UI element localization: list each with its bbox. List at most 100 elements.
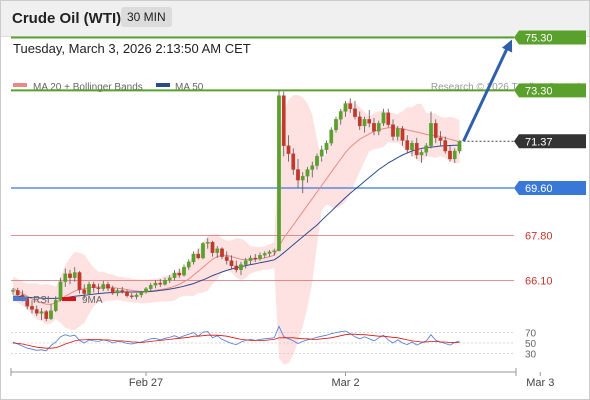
candle	[182, 264, 186, 277]
candle	[343, 100, 348, 117]
candle	[49, 304, 53, 320]
rsi-legend-label: RSI	[33, 295, 50, 306]
candle	[234, 260, 239, 273]
price-levels	[11, 36, 514, 281]
candle	[353, 100, 357, 120]
rsi-legend-swatch	[13, 297, 27, 301]
candle	[386, 108, 391, 128]
svg-text:75.30: 75.30	[525, 33, 553, 45]
candle	[391, 119, 395, 141]
candle	[53, 296, 58, 313]
candle	[433, 119, 438, 144]
candle	[144, 287, 148, 294]
candle	[87, 281, 91, 295]
candle	[125, 289, 129, 298]
candle	[457, 140, 462, 154]
timeframe-button[interactable]: 30 MIN	[121, 7, 172, 27]
candle	[44, 309, 49, 322]
candle	[372, 118, 376, 136]
candlesticks	[11, 90, 462, 322]
candle	[77, 271, 82, 294]
rsi-ma-legend-swatch	[62, 297, 76, 301]
candle	[134, 293, 139, 300]
candle	[163, 277, 167, 286]
candle	[96, 283, 101, 294]
candle	[300, 172, 305, 194]
price-label-target: 73.30	[514, 83, 586, 98]
candle	[262, 251, 267, 258]
candle	[186, 259, 191, 270]
candle	[72, 267, 77, 282]
candle	[315, 153, 319, 170]
candle	[253, 254, 258, 262]
candle	[82, 284, 87, 299]
candle	[258, 252, 262, 261]
time-tick-label: Feb 27	[129, 377, 163, 389]
svg-text:71.37: 71.37	[525, 136, 553, 148]
candle	[376, 120, 381, 136]
candle	[191, 251, 196, 265]
candle	[400, 125, 405, 146]
candle	[224, 251, 229, 265]
forecast-arrow	[462, 39, 513, 142]
candle	[324, 140, 329, 154]
candle	[239, 261, 243, 276]
candle	[338, 108, 343, 125]
candle	[34, 305, 39, 317]
candle	[424, 143, 429, 157]
candle	[329, 127, 334, 146]
forecast-arrow-shaft	[462, 45, 510, 142]
svg-text:73.30: 73.30	[525, 85, 553, 97]
candle	[205, 238, 210, 249]
rsi-level-label: 70	[525, 329, 537, 340]
candle	[15, 287, 20, 297]
candle	[296, 158, 300, 188]
rsi-level-label: 30	[525, 349, 537, 360]
candle	[167, 275, 172, 284]
candle	[438, 131, 443, 146]
candle	[148, 283, 153, 291]
price-axis-labels: 75.30 73.30 71.37 69.60 67.80 66.10	[514, 30, 586, 287]
candle	[348, 98, 353, 113]
candle	[158, 279, 163, 287]
candle	[68, 269, 72, 285]
candle	[172, 269, 177, 281]
candle	[215, 246, 220, 258]
candle	[91, 281, 96, 293]
svg-text:69.60: 69.60	[525, 183, 553, 195]
candle	[177, 268, 182, 278]
candle	[334, 116, 338, 133]
bollinger-band	[13, 95, 460, 365]
price-label-last: 71.37	[514, 134, 586, 149]
forecast-arrow-head	[501, 39, 513, 53]
candle	[443, 136, 448, 154]
candle	[243, 257, 248, 269]
time-tick-label: Mar 3	[526, 377, 554, 389]
ma20-legend-label: MA 20 + Bollinger Bands	[33, 82, 143, 93]
candle	[25, 297, 30, 310]
time-axis: Feb 27 Mar 2 Mar 3	[10, 368, 554, 389]
candle	[414, 137, 419, 159]
candle	[381, 108, 386, 126]
svg-text:67.80: 67.80	[525, 231, 553, 243]
candle	[11, 288, 15, 295]
candle	[63, 268, 68, 287]
ma20-legend-swatch	[13, 83, 27, 87]
candle	[291, 148, 296, 175]
candle	[139, 290, 144, 298]
candle	[419, 149, 424, 163]
candle	[357, 111, 362, 130]
candle	[110, 285, 115, 295]
candle	[267, 250, 272, 257]
candle	[115, 288, 120, 297]
datetime-label: Tuesday, March 3, 2026 2:13:50 AM CET	[13, 41, 251, 56]
rsi-ma-line	[12, 333, 460, 349]
candle	[201, 242, 205, 260]
candle	[220, 247, 224, 260]
credit-label: Research © 2026 Trading Central	[431, 82, 580, 93]
candle	[367, 110, 372, 128]
time-tick-label: Mar 2	[331, 377, 359, 389]
candle	[101, 280, 106, 291]
candle	[277, 90, 281, 252]
